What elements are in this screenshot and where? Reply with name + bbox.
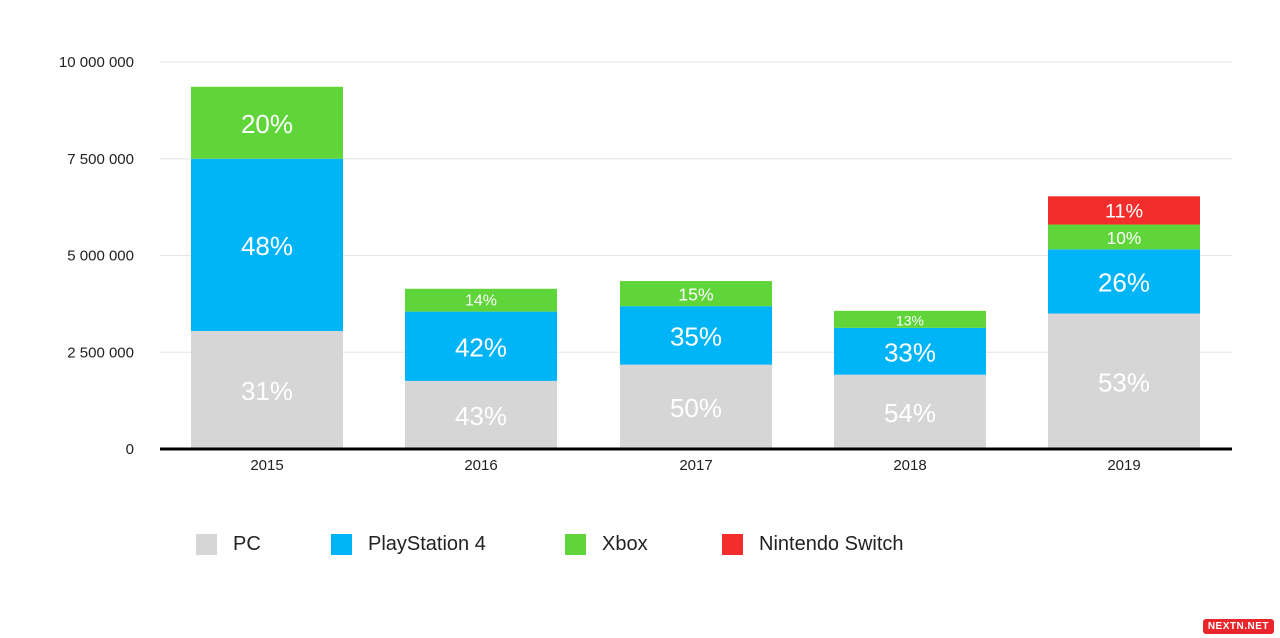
data-label: 10% (1107, 228, 1142, 248)
bar-segment (620, 281, 772, 307)
bar-segment (405, 288, 557, 312)
bar-segment (834, 327, 986, 375)
bar-segment (834, 374, 986, 449)
x-tick-label: 2019 (1107, 457, 1140, 474)
data-label: 35% (670, 321, 722, 351)
bar-segment (191, 158, 343, 331)
bar-segment (834, 310, 986, 328)
legend-swatch-pc (196, 533, 217, 555)
legend-item-pc: PC (196, 526, 261, 562)
legend-swatch-xbox (565, 533, 586, 555)
legend-label-playstation-4: PlayStation 4 (368, 532, 486, 555)
bar-segment (1048, 224, 1200, 250)
bar-segment (1048, 196, 1200, 225)
bar-segment (405, 380, 557, 449)
y-tick-label: 2 500 000 (67, 344, 134, 361)
data-label: 54% (884, 398, 936, 428)
data-label: 53% (1098, 367, 1150, 397)
data-label: 42% (455, 332, 507, 362)
data-label: 33% (884, 337, 936, 367)
data-label: 11% (1105, 200, 1143, 222)
data-label: 43% (455, 401, 507, 431)
y-tick-label: 7 500 000 (67, 151, 134, 168)
watermark-logo: NEXTN.NET (1202, 619, 1274, 634)
bar-segment (1048, 249, 1200, 314)
legend-item-nintendo-switch: Nintendo Switch (722, 526, 904, 562)
x-tick-label: 2018 (893, 457, 926, 474)
x-tick-label: 2015 (250, 457, 283, 474)
bar-segment (620, 364, 772, 449)
legend-label-xbox: Xbox (602, 532, 648, 555)
legend-swatch-playstation-4 (331, 533, 352, 555)
bar-segment (1048, 313, 1200, 449)
bar-segment (405, 311, 557, 381)
legend-item-playstation-4: PlayStation 4 (331, 526, 486, 562)
y-tick-label: 0 (126, 441, 134, 458)
data-label: 48% (241, 231, 293, 261)
legend-swatch-nintendo-switch (722, 533, 743, 555)
data-label: 13% (896, 312, 924, 328)
bar-segment (191, 330, 343, 449)
legend: PC PlayStation 4 Xbox Nintendo Switch (0, 526, 1280, 566)
data-label: 26% (1098, 267, 1150, 297)
x-tick-label: 2016 (464, 457, 497, 474)
data-label: 14% (465, 293, 497, 310)
legend-label-nintendo-switch: Nintendo Switch (759, 532, 904, 555)
bar-segment (191, 86, 343, 159)
data-label: 15% (678, 285, 714, 305)
data-label: 50% (670, 393, 722, 423)
data-label: 31% (241, 376, 293, 406)
x-tick-label: 2017 (679, 457, 712, 474)
y-tick-label: 10 000 000 (59, 54, 134, 71)
bar-segment (620, 306, 772, 365)
data-label: 20% (241, 109, 293, 139)
y-tick-label: 5 000 000 (67, 248, 134, 265)
legend-item-xbox: Xbox (565, 526, 648, 562)
stacked-bar-chart: 0 2 500 000 5 000 000 7 500 000 10 000 000 31… (59, 54, 1232, 474)
legend-label-pc: PC (233, 532, 261, 555)
